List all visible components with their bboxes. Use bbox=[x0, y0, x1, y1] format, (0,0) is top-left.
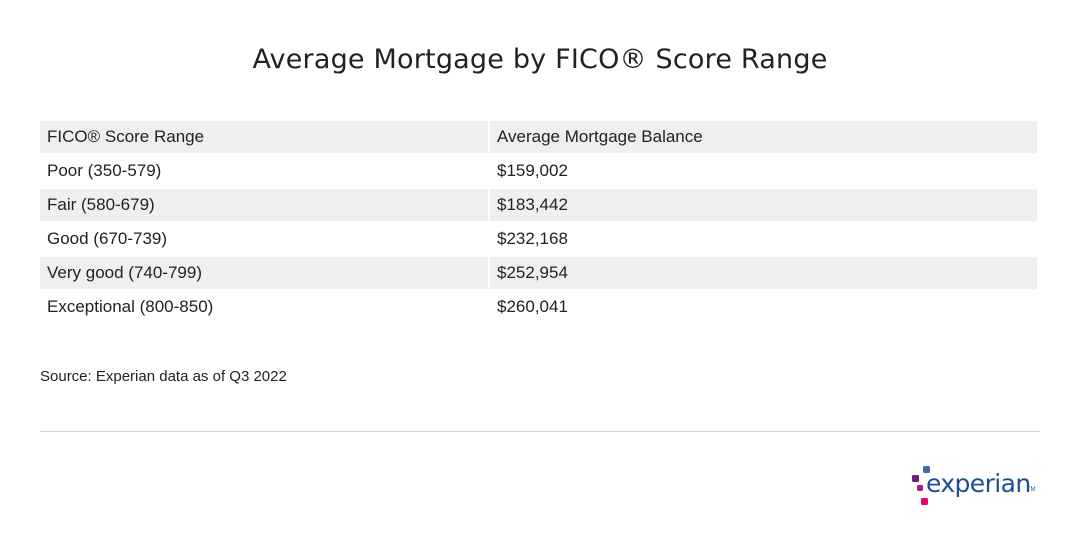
divider bbox=[40, 431, 1040, 432]
table-row: Very good (740-799) $252,954 bbox=[40, 257, 1037, 291]
mortgage-table: FICO® Score Range Average Mortgage Balan… bbox=[40, 121, 1037, 325]
table-cell-balance: $260,041 bbox=[497, 297, 568, 316]
table-cell-balance: $252,954 bbox=[490, 257, 1037, 289]
table-header-row: FICO® Score Range Average Mortgage Balan… bbox=[40, 121, 1037, 155]
page-title: Average Mortgage by FICO® Score Range bbox=[252, 44, 828, 75]
table-header-cell: Average Mortgage Balance bbox=[490, 121, 1037, 153]
logo-trademark: TM bbox=[1027, 487, 1036, 493]
table-cell-range: Fair (580-679) bbox=[40, 189, 488, 221]
table-row: Poor (350-579) $159,002 bbox=[40, 155, 1037, 189]
table-header-cell: FICO® Score Range bbox=[40, 121, 488, 153]
table-cell-balance: $183,442 bbox=[490, 189, 1037, 221]
table-cell-balance: $159,002 bbox=[497, 161, 568, 180]
source-note: Source: Experian data as of Q3 2022 bbox=[40, 368, 287, 385]
table-cell-range: Poor (350-579) bbox=[47, 161, 162, 180]
logo-wordmark: experian bbox=[926, 469, 1031, 498]
experian-dots-icon bbox=[912, 466, 930, 505]
table-cell-range: Exceptional (800-850) bbox=[47, 297, 214, 316]
table-cell-range: Very good (740-799) bbox=[40, 257, 488, 289]
experian-logo: experian TM bbox=[910, 464, 1036, 508]
table-row: Exceptional (800-850) $260,041 bbox=[40, 291, 1037, 325]
table-cell-balance: $232,168 bbox=[497, 229, 568, 248]
table-row: Fair (580-679) $183,442 bbox=[40, 189, 1037, 223]
table-cell-range: Good (670-739) bbox=[47, 229, 168, 248]
table-row: Good (670-739) $232,168 bbox=[40, 223, 1037, 257]
